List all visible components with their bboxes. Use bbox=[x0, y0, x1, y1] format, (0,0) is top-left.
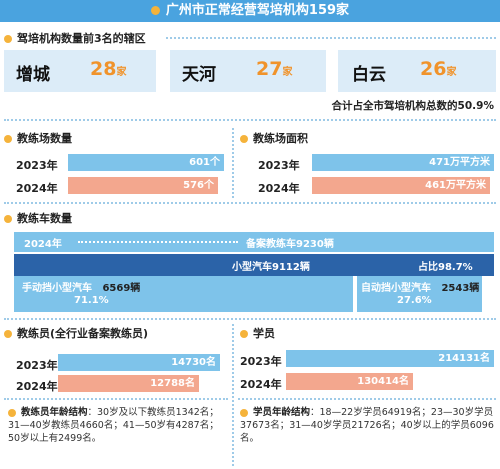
grounds-area-heading: 教练场面积 bbox=[240, 130, 308, 146]
districts-heading-text: 驾培机构数量前3名的辖区 bbox=[17, 32, 146, 45]
total-vehicles-label: 备案教练车9230辆 bbox=[246, 239, 334, 250]
bar-value-label: 471万平方米 bbox=[429, 157, 490, 168]
district-card: 增城 28家 bbox=[4, 50, 156, 92]
manual-car-count: 6569辆 bbox=[102, 283, 141, 294]
bullet-icon bbox=[4, 35, 12, 43]
column-divider bbox=[232, 324, 234, 466]
district-count-value: 28 bbox=[90, 58, 117, 80]
auto-car-count: 2543辆 bbox=[441, 283, 480, 294]
bullet-icon bbox=[4, 215, 12, 223]
bar-value-label: 576个 bbox=[183, 180, 214, 191]
district-count-value: 26 bbox=[420, 58, 447, 80]
district-name: 白云 bbox=[352, 65, 386, 85]
coach-age-head: 教练员年龄结构 bbox=[21, 407, 88, 418]
bar-value-label: 14730名 bbox=[171, 357, 216, 368]
divider bbox=[4, 318, 496, 320]
district-name: 天河 bbox=[182, 65, 216, 85]
district-count-unit: 家 bbox=[116, 67, 127, 78]
year-label: 2023年 bbox=[16, 159, 58, 172]
year-label: 2023年 bbox=[258, 159, 300, 172]
leader-dots bbox=[78, 241, 238, 243]
manual-car-pct: 71.1% bbox=[74, 295, 109, 306]
bullet-icon bbox=[4, 330, 12, 338]
manual-car-text: 手动挡小型汽车 6569辆 bbox=[22, 279, 140, 294]
bar-2023: 214131名 bbox=[286, 350, 494, 367]
manual-car-label: 手动挡小型汽车 bbox=[22, 283, 92, 294]
auto-car-label: 自动挡小型汽车 bbox=[361, 283, 431, 294]
manual-car-bar: 手动挡小型汽车 6569辆 71.1% bbox=[14, 276, 353, 312]
bullet-icon bbox=[4, 135, 12, 143]
year-label: 2023年 bbox=[16, 359, 58, 372]
year-label: 2023年 bbox=[240, 355, 282, 368]
district-name: 增城 bbox=[16, 65, 50, 85]
bar-2023: 14730名 bbox=[58, 354, 220, 371]
column-divider bbox=[232, 128, 234, 198]
bullet-icon bbox=[8, 408, 16, 417]
student-age-note: 学员年龄结构：18—22岁学员64919名；23—30岁学员37673名；31—… bbox=[240, 406, 496, 445]
student-age-head: 学员年龄结构 bbox=[253, 407, 311, 418]
bar-value-label: 601个 bbox=[189, 157, 220, 168]
bar-2023: 471万平方米 bbox=[312, 154, 494, 171]
bullet-icon bbox=[240, 135, 248, 143]
auto-car-pct: 27.6% bbox=[397, 295, 432, 306]
auto-car-bar: 自动挡小型汽车 2543辆 27.6% bbox=[357, 276, 482, 312]
bullet-icon bbox=[240, 408, 248, 417]
auto-car-text: 自动挡小型汽车 2543辆 bbox=[361, 279, 479, 294]
bar-2024: 12788名 bbox=[58, 375, 199, 392]
bar-value-label: 130414名 bbox=[357, 376, 409, 387]
district-count: 26家 bbox=[420, 58, 456, 80]
district-count: 28家 bbox=[90, 58, 126, 80]
year-label: 2024年 bbox=[24, 239, 62, 250]
total-vehicles-bar: 2024年 备案教练车9230辆 bbox=[14, 232, 494, 252]
coaches-heading: 教练员(全行业备案教练员) bbox=[4, 325, 148, 341]
divider bbox=[4, 398, 228, 400]
bar-2024: 130414名 bbox=[286, 373, 413, 390]
bar-value-label: 12788名 bbox=[150, 378, 195, 389]
students-heading-text: 学员 bbox=[253, 327, 275, 340]
district-card: 天河 27家 bbox=[170, 50, 326, 92]
student-age-text: ：18—22岁学员64919名；23—30岁学员37673名；31—40岁学员2… bbox=[240, 407, 494, 444]
divider bbox=[166, 37, 496, 39]
coach-age-text: ：30岁及以下教练员1342名；31—40岁教练员4660名；41—50岁有42… bbox=[8, 407, 219, 444]
districts-summary: 合计占全市驾培机构总数的50.9% bbox=[331, 100, 494, 112]
year-label: 2024年 bbox=[16, 380, 58, 393]
bar-value-label: 214131名 bbox=[438, 353, 490, 364]
divider bbox=[238, 398, 496, 400]
divider bbox=[4, 202, 496, 204]
page-title-text: 广州市正常经营驾培机构159家 bbox=[165, 3, 350, 18]
small-car-bar: 小型汽车9112辆 占比98.7% bbox=[14, 254, 494, 276]
district-count-unit: 家 bbox=[282, 67, 293, 78]
district-count-value: 27 bbox=[256, 58, 283, 80]
divider bbox=[4, 119, 496, 121]
vehicles-heading-text: 教练车数量 bbox=[17, 212, 72, 225]
year-label: 2024年 bbox=[240, 378, 282, 391]
bar-value-label: 461万平方米 bbox=[425, 180, 486, 191]
district-count-unit: 家 bbox=[446, 67, 457, 78]
title-dot-icon bbox=[150, 6, 160, 15]
year-label: 2024年 bbox=[258, 182, 300, 195]
bar-2024: 576个 bbox=[68, 177, 218, 194]
grounds-count-heading: 教练场数量 bbox=[4, 130, 72, 146]
coach-age-note: 教练员年龄结构：30岁及以下教练员1342名；31—40岁教练员4660名；41… bbox=[8, 406, 224, 445]
bar-2023: 601个 bbox=[68, 154, 224, 171]
grounds-count-heading-text: 教练场数量 bbox=[17, 132, 72, 145]
year-label: 2024年 bbox=[16, 182, 58, 195]
small-car-share: 占比98.7% bbox=[418, 262, 473, 273]
bar-2024: 461万平方米 bbox=[312, 177, 490, 194]
small-car-label: 小型汽车9112辆 bbox=[232, 262, 310, 273]
page-title: 广州市正常经营驾培机构159家 bbox=[0, 0, 500, 22]
districts-heading: 驾培机构数量前3名的辖区 bbox=[4, 30, 146, 46]
district-count: 27家 bbox=[256, 58, 292, 80]
grounds-area-heading-text: 教练场面积 bbox=[253, 132, 308, 145]
students-heading: 学员 bbox=[240, 325, 275, 341]
district-card: 白云 26家 bbox=[338, 50, 496, 92]
coaches-heading-text: 教练员(全行业备案教练员) bbox=[17, 327, 149, 340]
vehicles-heading: 教练车数量 bbox=[4, 210, 72, 226]
bullet-icon bbox=[240, 330, 248, 338]
